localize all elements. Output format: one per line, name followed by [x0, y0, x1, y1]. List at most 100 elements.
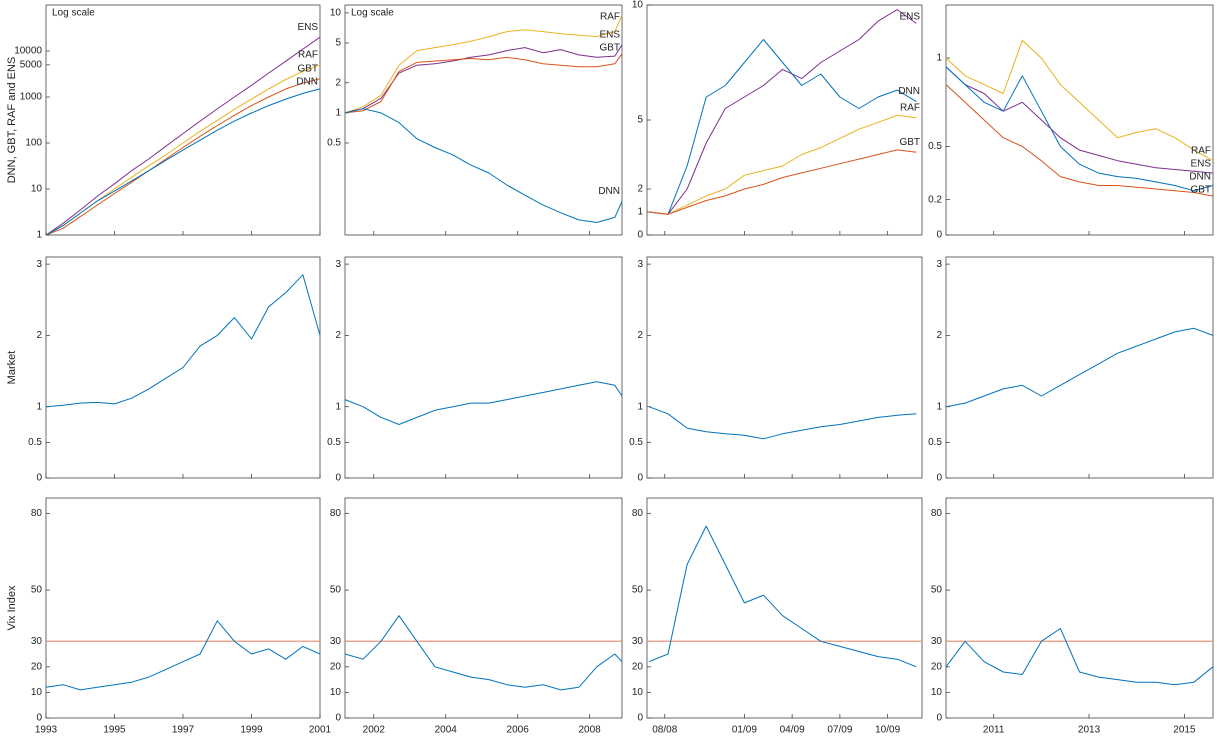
- y-tick-label: 3: [335, 259, 341, 270]
- y-tick-label: 10: [330, 8, 342, 19]
- series-line: [45, 36, 321, 236]
- y-tick-label: 20: [931, 661, 943, 672]
- series-label: ENS: [297, 22, 318, 33]
- y-tick-label: 1: [335, 108, 341, 119]
- y-tick-label: 10: [31, 687, 43, 698]
- y-axis-label: DNN, GBT, RAF and ENS: [6, 57, 18, 184]
- series-line: [648, 525, 917, 668]
- y-tick-label: 0: [637, 473, 643, 484]
- series-line: [945, 66, 1214, 192]
- series-line: [344, 44, 623, 114]
- plot-frame: [646, 4, 923, 236]
- y-tick-label: 0: [637, 713, 643, 724]
- y-tick-label: 0.5: [928, 437, 942, 448]
- series-line: [945, 628, 1214, 686]
- y-tick-label: 1: [637, 401, 643, 412]
- x-tick-label: 2001: [309, 725, 332, 736]
- y-tick-label: 3: [637, 259, 643, 270]
- y-tick-label: 1000: [20, 92, 43, 103]
- y-axis-label: Vix Index: [6, 585, 18, 631]
- plot-frame: [646, 497, 923, 719]
- plot-frame: [945, 4, 1214, 236]
- y-tick-label: 2: [36, 330, 42, 341]
- y-tick-label: 1: [637, 207, 643, 218]
- series-line: [344, 381, 623, 425]
- y-tick-label: 3: [36, 259, 42, 270]
- y-tick-label: 2: [637, 330, 643, 341]
- x-tick-label: 04/09: [780, 725, 805, 736]
- y-tick-label: 50: [632, 585, 644, 596]
- y-tick-label: 0.5: [629, 437, 643, 448]
- y-tick-label: 10: [31, 184, 43, 195]
- y-tick-label: 0: [936, 713, 942, 724]
- y-tick-label: 0: [936, 473, 942, 484]
- series-label: GBT: [899, 137, 920, 148]
- series-line: [648, 114, 917, 215]
- plot-frame: [344, 256, 623, 479]
- series-line: [648, 39, 917, 215]
- x-tick-label: 2013: [1078, 725, 1101, 736]
- y-tick-label: 10: [632, 0, 644, 11]
- annotation: Log scale: [52, 8, 95, 19]
- series-line: [945, 39, 1214, 162]
- y-axis-label: Market: [6, 351, 18, 385]
- x-tick-label: 08/08: [652, 725, 677, 736]
- series-label: GBT: [599, 42, 620, 53]
- y-tick-label: 20: [31, 661, 43, 672]
- x-tick-label: 1997: [172, 725, 195, 736]
- y-tick-label: 80: [31, 508, 43, 519]
- series-line: [945, 327, 1214, 408]
- y-tick-label: 30: [632, 636, 644, 647]
- y-tick-label: 5: [637, 115, 643, 126]
- series-label: RAF: [600, 12, 620, 23]
- y-tick-label: 80: [330, 508, 342, 519]
- plot-frame: [45, 4, 321, 236]
- series-label: RAF: [298, 49, 318, 60]
- annotation: Log scale: [351, 8, 394, 19]
- series-line: [45, 620, 321, 691]
- series-label: RAF: [900, 102, 920, 113]
- y-tick-label: 0: [936, 230, 942, 241]
- y-tick-label: 5: [335, 38, 341, 49]
- x-tick-label: 2015: [1173, 725, 1196, 736]
- y-tick-label: 3: [936, 259, 942, 270]
- series-label: ENS: [1190, 158, 1211, 169]
- x-tick-label: 2008: [578, 725, 601, 736]
- x-tick-label: 01/09: [732, 725, 757, 736]
- series-label: DNN: [898, 86, 920, 97]
- series-line: [344, 53, 623, 114]
- y-tick-label: 1: [335, 401, 341, 412]
- plot-frame: [945, 256, 1214, 479]
- series-line: [344, 108, 623, 223]
- x-tick-label: 2004: [435, 725, 458, 736]
- series-line: [648, 149, 917, 215]
- y-tick-label: 10: [330, 687, 342, 698]
- y-tick-label: 2: [637, 184, 643, 195]
- y-tick-label: 0.5: [327, 437, 341, 448]
- series-line: [945, 84, 1214, 197]
- y-tick-label: 0: [637, 230, 643, 241]
- x-tick-label: 10/09: [875, 725, 900, 736]
- x-tick-label: 2002: [363, 725, 386, 736]
- y-tick-label: 5000: [20, 59, 43, 70]
- series-label: GBT: [1190, 184, 1211, 195]
- plot-frame: [646, 256, 923, 479]
- y-tick-label: 20: [632, 661, 644, 672]
- y-tick-label: 30: [31, 636, 43, 647]
- plot-frame: [945, 497, 1214, 719]
- plot-frame: [344, 497, 623, 719]
- y-tick-label: 2: [936, 330, 942, 341]
- series-label: ENS: [899, 12, 920, 23]
- y-tick-label: 2: [335, 330, 341, 341]
- y-tick-label: 50: [31, 585, 43, 596]
- series-label: DNN: [1189, 171, 1211, 182]
- y-tick-label: 10000: [14, 46, 42, 57]
- y-tick-label: 10: [632, 687, 644, 698]
- series-label: GBT: [297, 63, 318, 74]
- series-line: [648, 406, 917, 440]
- y-tick-label: 30: [931, 636, 943, 647]
- x-tick-label: 1995: [103, 725, 126, 736]
- series-line: [945, 66, 1214, 174]
- series-line: [45, 78, 321, 236]
